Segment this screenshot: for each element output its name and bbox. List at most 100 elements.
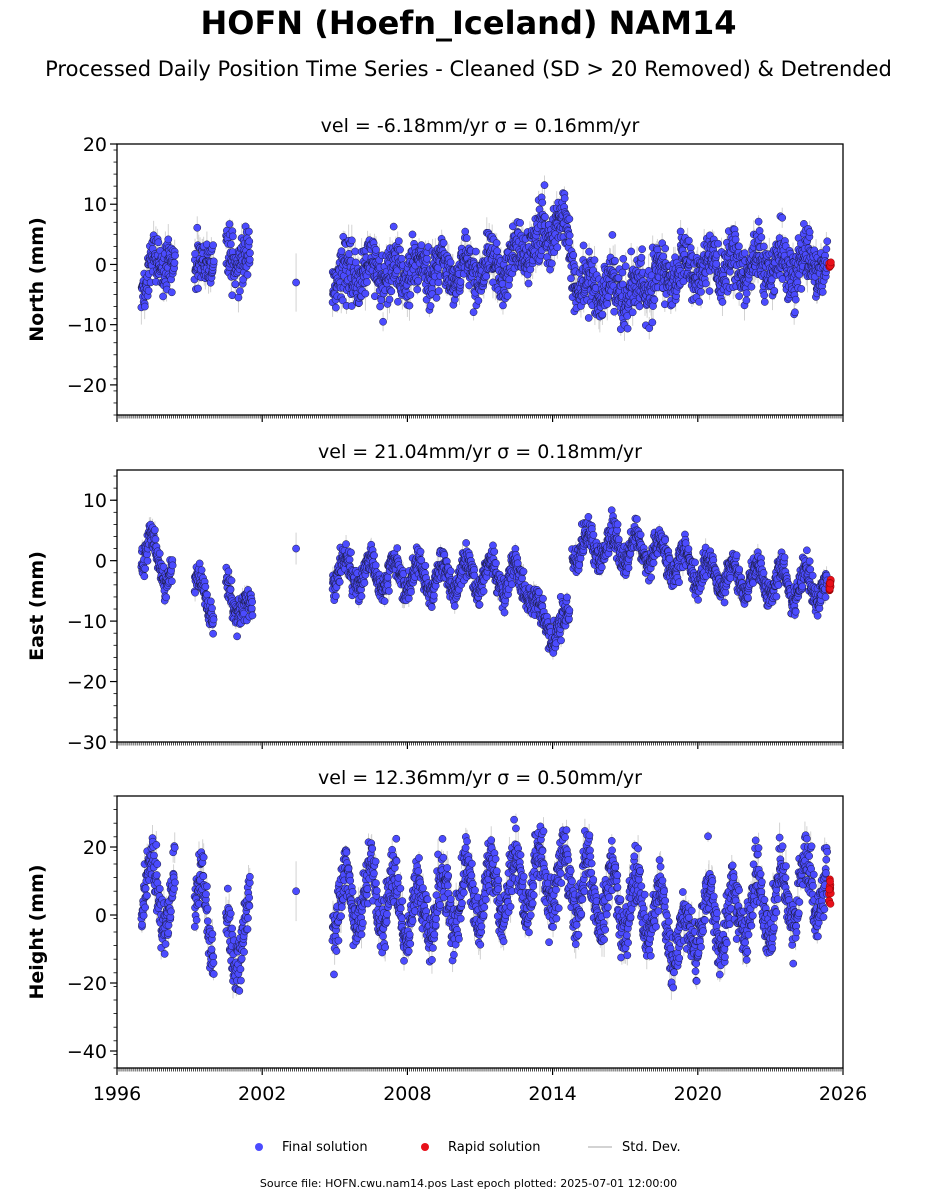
final-point <box>627 247 636 256</box>
final-point <box>565 231 574 240</box>
final-point <box>207 597 215 606</box>
final-point <box>471 247 480 256</box>
final-point <box>569 251 578 259</box>
final-point <box>236 287 244 295</box>
final-point <box>377 296 386 304</box>
final-point <box>541 213 549 221</box>
final-point <box>611 256 619 265</box>
final-point <box>209 629 217 638</box>
final-point <box>610 307 619 316</box>
final-point <box>248 598 256 606</box>
final-point <box>208 604 216 613</box>
y-tick-label: 10 <box>83 194 107 216</box>
final-point <box>191 250 199 258</box>
final-point <box>598 310 607 319</box>
final-point <box>171 251 179 260</box>
final-point <box>292 544 300 553</box>
final-point <box>167 577 176 586</box>
final-point <box>167 288 176 297</box>
final-point <box>499 301 507 310</box>
y-axis-label: North (mm) <box>26 217 48 342</box>
chart-canvas: −20 −10 0 10 20 vel = -6.18mm/yr σ = 0.16mm/y… <box>26 115 867 1105</box>
final-point <box>332 303 340 312</box>
final-point <box>245 227 253 236</box>
final-point <box>760 298 769 306</box>
final-point <box>747 282 756 291</box>
final-point <box>584 314 593 322</box>
final-point <box>331 592 340 600</box>
final-point <box>565 215 574 223</box>
final-point <box>363 278 371 286</box>
final-point <box>822 245 831 253</box>
final-point <box>757 233 766 242</box>
final-point <box>372 245 380 254</box>
final-point <box>585 247 593 256</box>
final-point <box>140 572 149 581</box>
y-tick-label: −10 <box>67 315 107 337</box>
final-point <box>347 236 356 245</box>
final-point <box>439 239 448 247</box>
final-point <box>567 274 575 283</box>
final-point <box>735 242 743 251</box>
final-point <box>650 295 659 304</box>
final-point <box>432 294 441 302</box>
y-tick-label: −20 <box>67 375 107 397</box>
final-point <box>225 220 234 228</box>
final-point <box>469 308 478 317</box>
final-point <box>396 245 404 254</box>
final-point <box>143 556 152 565</box>
rapid-point <box>827 258 835 267</box>
final-point <box>637 253 646 262</box>
final-point <box>548 259 556 268</box>
final-point <box>164 235 173 244</box>
final-point <box>413 285 422 294</box>
final-point <box>417 241 426 249</box>
final-point <box>705 287 714 295</box>
final-point <box>731 235 740 244</box>
final-point <box>385 295 394 304</box>
final-point <box>245 237 254 246</box>
final-point <box>201 582 210 591</box>
final-point <box>759 242 768 251</box>
final-point <box>224 567 233 576</box>
final-point <box>685 236 693 245</box>
final-point <box>659 252 668 261</box>
final-point <box>247 604 256 613</box>
final-point <box>797 285 806 293</box>
final-point <box>538 198 547 207</box>
final-point <box>712 260 721 268</box>
final-point <box>426 302 435 310</box>
final-point <box>791 308 799 317</box>
final-point <box>435 287 443 295</box>
final-point <box>635 302 644 311</box>
final-point <box>151 535 160 544</box>
final-point <box>246 249 254 257</box>
final-point <box>516 219 524 227</box>
final-point <box>628 308 637 317</box>
final-point <box>676 227 685 236</box>
final-point <box>154 238 163 247</box>
final-point <box>292 278 300 287</box>
final-point <box>565 238 574 246</box>
y-axis: −20 −10 0 10 20 <box>67 134 117 416</box>
final-point <box>621 262 630 271</box>
panel-1: −20 −10 0 10 20 vel = -6.18mm/yr σ = 0.16mm/y… <box>26 115 844 422</box>
final-point <box>191 588 199 597</box>
final-solution-points <box>137 506 831 657</box>
final-point <box>209 257 218 266</box>
final-point <box>389 222 398 231</box>
final-point <box>619 254 628 263</box>
final-point <box>560 194 569 203</box>
final-point <box>638 245 646 254</box>
final-point <box>456 277 465 286</box>
final-point <box>162 593 171 602</box>
x-axis <box>116 415 844 422</box>
final-point <box>144 286 153 295</box>
final-point <box>248 611 257 620</box>
final-point <box>697 288 705 296</box>
final-point <box>376 302 384 311</box>
final-point <box>742 289 751 298</box>
final-point <box>387 287 396 296</box>
final-point <box>818 288 827 296</box>
